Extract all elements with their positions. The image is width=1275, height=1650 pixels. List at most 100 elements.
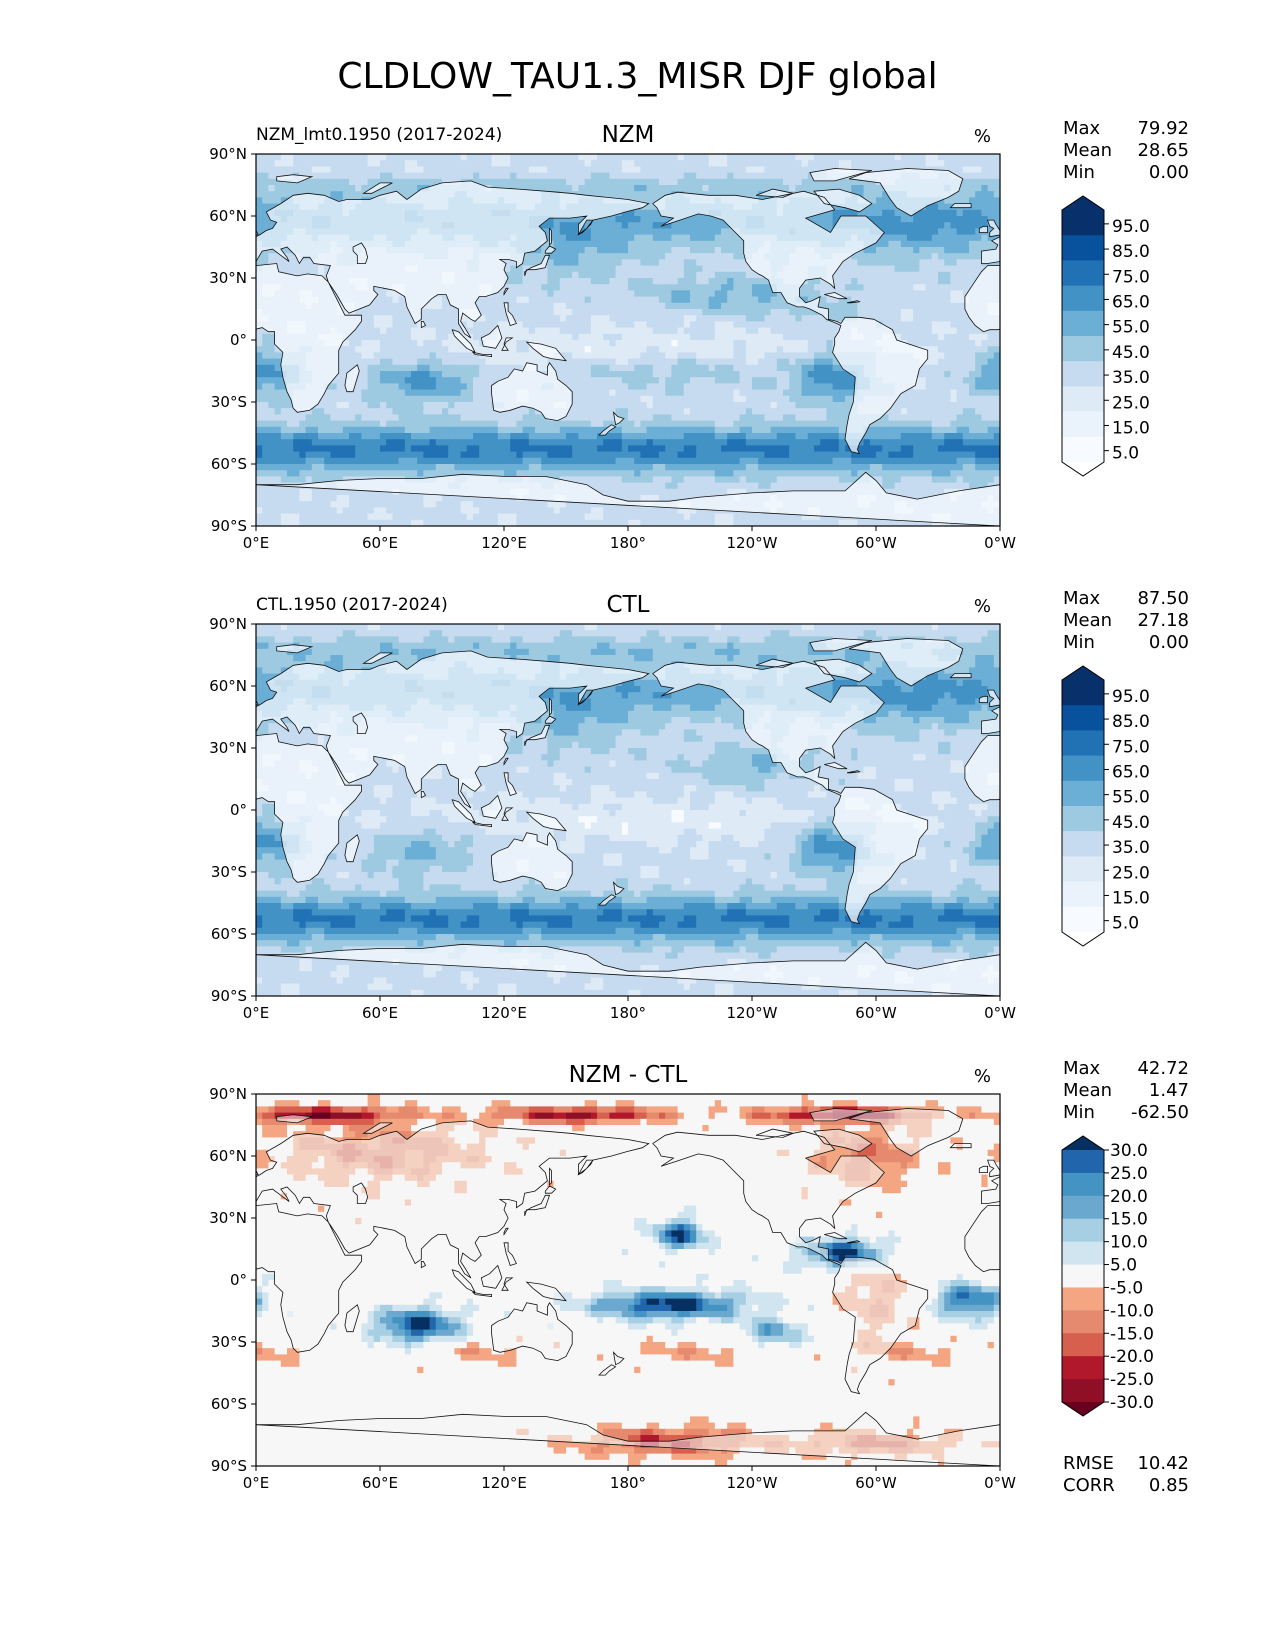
x-tick-label: 60°E	[362, 1474, 398, 1492]
y-tick-label: 0°	[230, 1271, 247, 1289]
colorbar-tick-label: 85.0	[1112, 242, 1150, 262]
coastlines	[256, 638, 1000, 996]
x-tick-label: 60°W	[855, 1474, 897, 1492]
y-tick-label: 0°	[230, 331, 247, 349]
panel-title: CTL	[607, 592, 650, 618]
stat-value: 28.65	[1137, 140, 1189, 161]
coastlines	[256, 168, 1000, 526]
y-tick-label: 90°S	[211, 987, 247, 1005]
colorbar-tick-label: 45.0	[1112, 343, 1150, 363]
y-tick-label: 0°	[230, 801, 247, 819]
colorbar-tick-label: 55.0	[1112, 788, 1150, 808]
land-shading	[256, 168, 1000, 526]
stat-label: CORR	[1063, 1475, 1115, 1496]
x-tick-label: 120°E	[481, 1474, 527, 1492]
colorbar-tick-label: 35.0	[1112, 368, 1150, 388]
map-field-nzm	[256, 154, 1000, 526]
stat-label: Mean	[1063, 610, 1112, 631]
lake-outline	[352, 712, 369, 734]
colorbar-tick-label: 15.0	[1112, 888, 1150, 908]
stat-label: Min	[1063, 632, 1095, 653]
stat-value: 79.92	[1137, 118, 1189, 139]
colorbar-tick-label: -15.0	[1110, 1324, 1154, 1344]
stat-value: 27.18	[1137, 610, 1189, 631]
y-tick-label: 30°N	[209, 739, 247, 757]
colorbar-tick-label: 30.0	[1110, 1141, 1148, 1161]
colorbar-tick-label: 15.0	[1112, 418, 1150, 438]
colorbar-tick-label: -10.0	[1110, 1301, 1154, 1321]
y-tick-label: 30°S	[211, 393, 247, 411]
colorbar-tick-label: 45.0	[1112, 813, 1150, 833]
colorbar-tick-label: 35.0	[1112, 838, 1150, 858]
panel-units: %	[974, 596, 991, 617]
stat-value: 0.00	[1149, 162, 1189, 183]
x-tick-label: 120°W	[727, 1004, 778, 1022]
y-tick-label: 60°S	[211, 1395, 247, 1413]
x-tick-label: 60°W	[855, 1004, 897, 1022]
colorbar-tick-label: 65.0	[1112, 762, 1150, 782]
x-tick-label: 120°W	[727, 1474, 778, 1492]
lake-outline	[352, 242, 369, 264]
colorbar-tick-label: 85.0	[1112, 712, 1150, 732]
stat-label: Max	[1063, 118, 1101, 139]
colorbar-diff: 30.0 25.0 20.0 15.0 10.0 5.0-5.0 -10.0 -15.0 -20…	[1061, 1135, 1154, 1417]
y-tick-label: 60°S	[211, 925, 247, 943]
y-tick-label: 60°N	[209, 1147, 247, 1165]
x-tick-label: 0°E	[243, 1004, 270, 1022]
x-tick-label: 60°E	[362, 534, 398, 552]
x-tick-label: 120°W	[727, 534, 778, 552]
colorbar-tick-label: 75.0	[1112, 737, 1150, 757]
y-tick-label: 30°S	[211, 1333, 247, 1351]
colorbar-tick-label: 5.0	[1112, 914, 1139, 934]
y-tick-label: 30°N	[209, 269, 247, 287]
y-tick-label: 90°S	[211, 517, 247, 535]
land-shading	[256, 1108, 1000, 1466]
y-tick-label: 90°N	[209, 615, 247, 633]
colorbar-tick-label: 25.0	[1112, 393, 1150, 413]
x-tick-label: 60°W	[855, 534, 897, 552]
panel-diff: 0°E 60°E 120°E 180° 120°W 60°W 0°W 90°N 60°N 30°N…	[209, 1058, 1189, 1496]
colorbar-tick-label: -30.0	[1110, 1393, 1154, 1413]
colorbar-tick-label: -20.0	[1110, 1347, 1154, 1367]
figure-title: CLDLOW_TAU1.3_MISR DJF global	[0, 56, 1275, 97]
stat-label: Max	[1063, 588, 1101, 609]
y-tick-label: 90°N	[209, 145, 247, 163]
colorbar-tick-label: -5.0	[1110, 1278, 1143, 1298]
y-tick-label: 60°S	[211, 455, 247, 473]
stat-label: RMSE	[1063, 1453, 1114, 1474]
colorbar-tick-label: 55.0	[1112, 318, 1150, 338]
colorbar-tick-label: 75.0	[1112, 267, 1150, 287]
panel-left-label: NZM_lmt0.1950 (2017-2024)	[256, 125, 502, 145]
x-tick-label: 0°E	[243, 1474, 270, 1492]
stat-value: 87.50	[1137, 588, 1189, 609]
colorbar-tick-label: 65.0	[1112, 292, 1150, 312]
colorbar-tick-label: 5.0	[1110, 1256, 1137, 1276]
panel-units: %	[974, 1066, 991, 1087]
x-tick-label: 180°	[610, 1474, 646, 1492]
colorbar-tick-label: 10.0	[1110, 1233, 1148, 1253]
y-tick-label: 90°S	[211, 1457, 247, 1475]
map-field-diff	[256, 1094, 1000, 1466]
colorbar-tick-label: 25.0	[1112, 863, 1150, 883]
x-tick-label: 60°E	[362, 1004, 398, 1022]
land-shading	[256, 638, 1000, 996]
stat-label: Mean	[1063, 140, 1112, 161]
panel-title: NZM - CTL	[569, 1062, 688, 1088]
y-tick-label: 90°N	[209, 1085, 247, 1103]
stat-label: Max	[1063, 1058, 1101, 1079]
x-tick-label: 120°E	[481, 534, 527, 552]
panel-left-label: CTL.1950 (2017-2024)	[256, 595, 448, 615]
y-tick-label: 60°N	[209, 207, 247, 225]
y-tick-label: 30°N	[209, 1209, 247, 1227]
stat-label: Min	[1063, 1102, 1095, 1123]
x-tick-label: 0°W	[984, 1474, 1016, 1492]
coastlines	[256, 1108, 1000, 1466]
stat-value: 10.42	[1137, 1453, 1189, 1474]
colorbar-tick-label: 15.0	[1110, 1210, 1148, 1230]
colorbar-nzm: 95.0 85.0 75.0 65.0 55.0 45.0 35.0 25.0 15.0 5.0	[1061, 195, 1150, 477]
colorbar-tick-label: 20.0	[1110, 1187, 1148, 1207]
lake-outline	[352, 1182, 369, 1204]
x-tick-label: 0°W	[984, 534, 1016, 552]
stat-value: 0.00	[1149, 632, 1189, 653]
